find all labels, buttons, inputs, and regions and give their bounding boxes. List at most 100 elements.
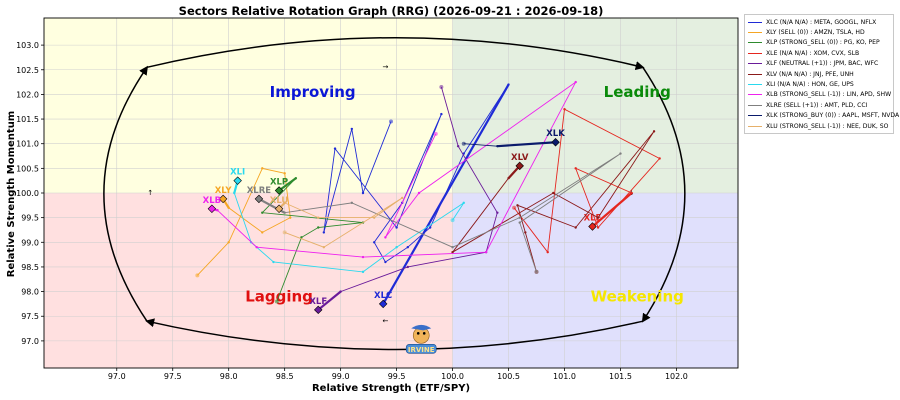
x-tick-label: 97.0 (108, 372, 126, 381)
series-xlk: XLK (461, 129, 565, 148)
series-head-segment (278, 177, 297, 192)
series-point (456, 144, 460, 148)
legend-item-xlp: XLP (STRONG_SELL (0)) : PG, KO, PEP (748, 38, 890, 48)
y-tick-label: 102.5 (16, 66, 39, 75)
series-point (274, 299, 279, 304)
series-head-segment (382, 84, 510, 305)
legend-item-xlc: XLC (N/A N/A) : META, GOOGL, NFLX (748, 17, 890, 27)
series-line (197, 167, 291, 276)
y-tick-label: 99.5 (21, 214, 39, 223)
legend-label: XLY (SELL (0)) : AMZN, TSLA, HD (766, 29, 865, 37)
wordmark-bg (405, 344, 437, 354)
legend-item-xly: XLY (SELL (0)) : AMZN, TSLA, HD (748, 27, 890, 37)
wordmark-text: IRVINE (408, 346, 435, 354)
quadrant-label-improving: Improving (270, 83, 356, 101)
series-point (563, 107, 566, 111)
legend-swatch (748, 42, 762, 44)
series-head-marker (588, 222, 597, 231)
legend-item-xlk: XLK (STRONG_BUY (0)) : AAPL, MSFT, NVDA (748, 111, 899, 121)
legend-swatch (748, 125, 762, 127)
series-head-marker (233, 176, 242, 185)
rotation-arrow-small: → (382, 63, 388, 71)
legend-item-xlf: XLF (NEUTRAL (+1)) : JPM, BAC, WFC (748, 59, 890, 69)
y-tick-label: 97.5 (21, 312, 39, 321)
series-xly: XLY (195, 167, 292, 278)
series-point (450, 218, 455, 223)
series-xli: XLI (230, 168, 465, 274)
series-point (384, 260, 387, 264)
series-point (574, 167, 577, 170)
series-head-marker (378, 299, 388, 309)
series-point (282, 230, 287, 235)
x-tick-label: 98.0 (220, 372, 238, 381)
legend-label: XLE (N/A N/A) : XOM, CVX, SLB (766, 49, 860, 57)
legend-item-xlu: XLU (STRONG_SELL (-1)) : NEE, DUK, SO (748, 121, 890, 131)
series-point (574, 80, 577, 84)
legend: XLC (N/A N/A) : META, GOOGL, NFLX XLY (SE… (744, 14, 899, 135)
series-point (333, 147, 337, 150)
series-point (272, 260, 275, 264)
y-tick-label: 101.0 (16, 140, 39, 149)
legend-label: XLV (N/A N/A) : JNJ, PFE, UNH (766, 70, 854, 78)
mascot-eye (422, 332, 426, 335)
series-label: XLP (270, 178, 288, 188)
legend-swatch (748, 115, 762, 117)
rotation-arrow-small: ↑ (147, 189, 153, 197)
x-tick-label: 100.0 (441, 372, 464, 381)
series-point (439, 85, 444, 90)
legend-item-xlre: XLRE (SELL (+1)) : AMT, PLD, CCI (748, 100, 890, 110)
series-point (322, 246, 326, 249)
series-point (195, 273, 200, 278)
series-point (524, 231, 527, 234)
series-head-marker (515, 161, 524, 171)
series-line (513, 108, 661, 254)
series-point (389, 119, 393, 124)
series-xle: XLE (512, 107, 661, 254)
series-point (417, 191, 421, 195)
rotation-arrow-small: ← (382, 317, 388, 325)
series-line (233, 180, 465, 273)
series-point (516, 204, 519, 207)
mascot-eye (416, 332, 420, 335)
series-point (373, 216, 376, 219)
x-axis-label: Relative Strength (ETF/SPY) (312, 383, 470, 394)
series-head-segment (591, 192, 633, 228)
series-point (428, 226, 432, 229)
series-point (574, 226, 577, 229)
quadrant-label-leading: Leading (604, 83, 671, 101)
series-point (512, 205, 517, 210)
legend-item-xlb: XLB (STRONG_SELL (-1)) : LIN, APD, SHW (748, 90, 891, 100)
series-point (261, 167, 264, 170)
legend-label: XLK (STRONG_BUY (0)) : AAPL, MSFT, NVDA (766, 112, 900, 120)
series-point (596, 216, 600, 219)
series-point (322, 231, 326, 234)
x-tick-label: 98.5 (276, 372, 294, 381)
y-tick-label: 100.5 (16, 164, 39, 173)
series-head-marker (207, 204, 217, 213)
chart-title: Sectors Relative Rotation Graph (RRG) (2… (179, 4, 604, 18)
quadrant-improving-bg (44, 18, 453, 193)
series-label: XLY (215, 186, 233, 196)
series-point (255, 246, 258, 249)
y-tick-label: 100.0 (16, 189, 39, 198)
legend-swatch (748, 104, 762, 106)
mascot-hat (411, 324, 432, 331)
series-point (384, 236, 387, 239)
y-tick-label: 98.5 (21, 263, 39, 272)
rotation-arrow (145, 318, 644, 351)
legend-swatch (748, 73, 762, 75)
quadrant-weakening-bg (452, 193, 738, 368)
series-point (518, 221, 521, 224)
legend-label: XLRE (SELL (+1)) : AMT, PLD, CCI (766, 101, 868, 109)
series-point (361, 255, 365, 259)
series-point (596, 226, 600, 229)
series-label: XLV (511, 153, 529, 163)
legend-swatch (748, 84, 762, 86)
series-point (283, 172, 286, 175)
legend-label: XLP (STRONG_SELL (0)) : PG, KO, PEP (766, 39, 880, 47)
series-point (433, 131, 438, 136)
legend-swatch (748, 94, 762, 96)
series-point (619, 152, 622, 155)
series-point (546, 250, 549, 254)
